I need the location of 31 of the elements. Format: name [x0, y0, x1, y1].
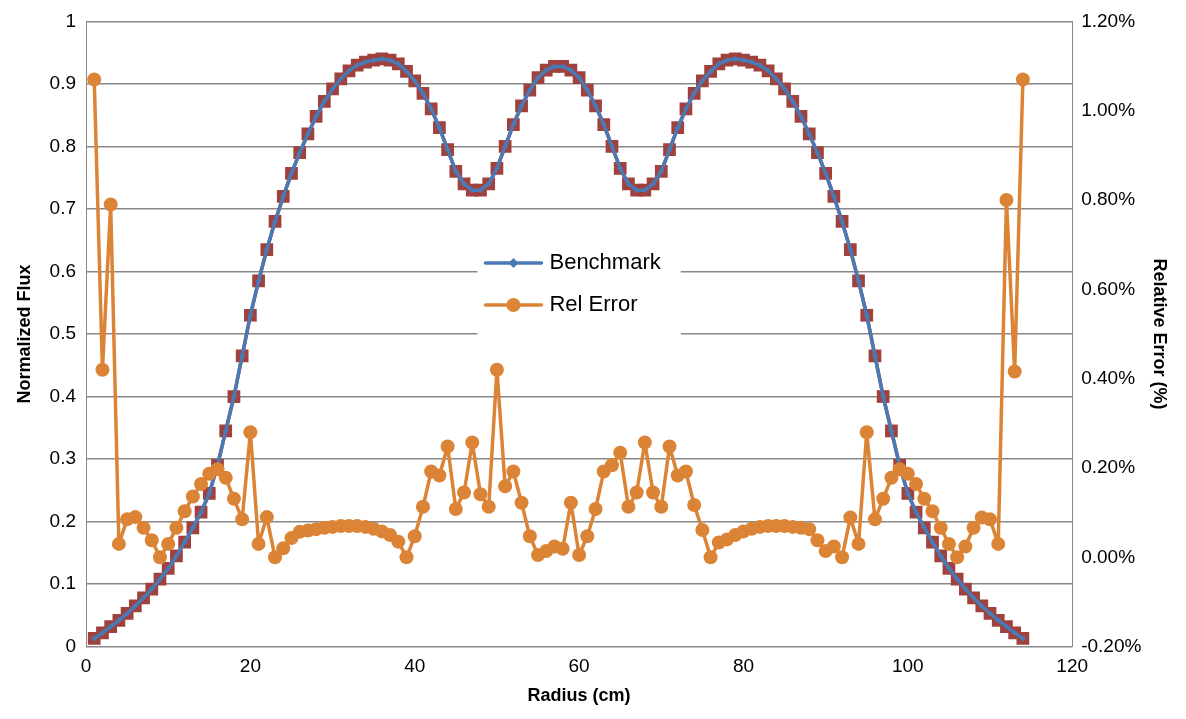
y-tick-label: 0.8: [49, 134, 77, 156]
x-tick-label: 20: [239, 655, 261, 677]
y2-tick-label: 1.20%: [1081, 9, 1136, 31]
y-tick-label: 0.4: [49, 384, 77, 406]
x-tick-label: 100: [891, 655, 924, 677]
x-axis-title: Radius (cm): [527, 685, 631, 706]
y2-axis-title: Relative Error (%): [1150, 258, 1171, 410]
y-tick-label: 0.3: [49, 447, 77, 469]
legend-label: Rel Error: [549, 291, 638, 317]
y-tick-label: 0.7: [49, 197, 77, 219]
y-tick-label: 0.1: [49, 572, 77, 594]
y2-tick-label: 0.40%: [1081, 366, 1136, 388]
x-tick-label: 60: [568, 655, 590, 677]
y2-tick-label: -0.20%: [1081, 634, 1142, 656]
y-tick-label: 0.5: [49, 322, 77, 344]
y2-tick-label: 0.80%: [1081, 188, 1136, 210]
x-tick-label: 80: [732, 655, 755, 677]
legend-label: Benchmark: [549, 249, 662, 275]
x-tick-label: 40: [404, 655, 426, 677]
y-tick-label: 0.6: [49, 259, 77, 281]
x-tick-label: 120: [1056, 655, 1089, 677]
y-tick-label: 1: [65, 9, 77, 31]
y-axis-title: Normalized Flux: [13, 264, 34, 404]
y2-tick-label: 0.20%: [1081, 456, 1136, 478]
y2-tick-label: 1.00%: [1081, 98, 1136, 120]
y2-tick-label: 0.00%: [1081, 545, 1136, 567]
x-tick-label: 0: [80, 655, 92, 677]
y-tick-label: 0: [65, 634, 77, 656]
y-tick-label: 0.9: [49, 72, 77, 94]
y-tick-label: 0.2: [49, 509, 77, 531]
y2-tick-label: 0.60%: [1081, 277, 1136, 299]
